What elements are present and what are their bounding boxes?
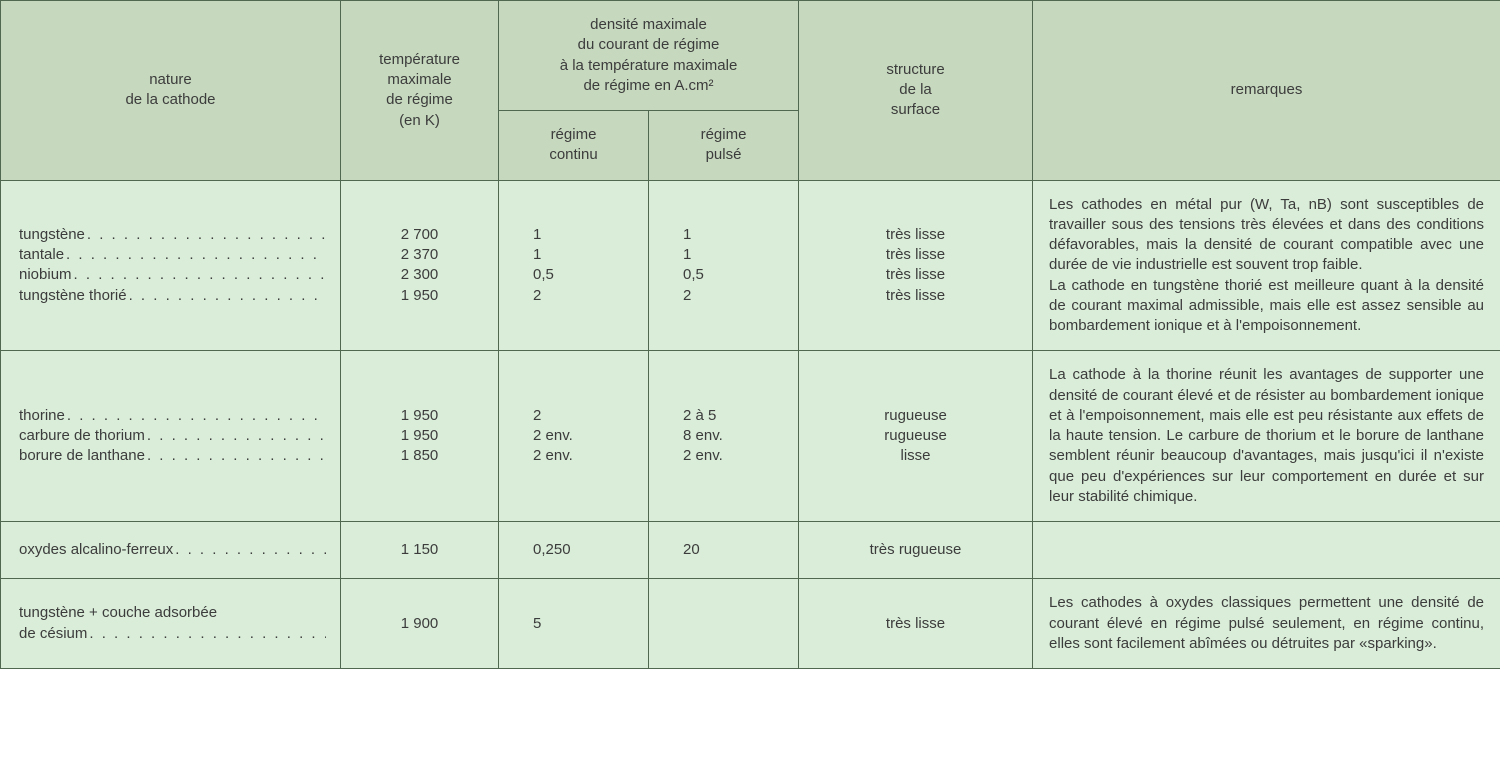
cell-structure: rugueuserugueuselisse xyxy=(799,351,1033,522)
table-row: tungstène + couche adsorbéede césium . .… xyxy=(1,579,1500,669)
cell-regime-continu: 5 xyxy=(499,579,649,669)
cell-structure: très lisse xyxy=(799,579,1033,669)
header-regime-pulse: régimepulsé xyxy=(649,111,799,181)
cell-remarques: La cathode à la thorine réunit les avant… xyxy=(1033,351,1500,522)
cathode-table: naturede la cathode températuremaximaled… xyxy=(0,0,1500,669)
cell-regime-continu: 110,52 xyxy=(499,180,649,351)
cell-regime-pulse: 110,52 xyxy=(649,180,799,351)
header-structure: structurede lasurface xyxy=(799,1,1033,181)
cell-nature: thorine . . . . . . . . . . . . . . . . … xyxy=(1,351,341,522)
table-row: tungstène . . . . . . . . . . . . . . . … xyxy=(1,180,1500,351)
header-densite: densité maximaledu courant de régimeà la… xyxy=(499,1,799,111)
header-temp: températuremaximalede régime(en K) xyxy=(341,1,499,181)
table-row: oxydes alcalino-ferreux . . . . . . . . … xyxy=(1,522,1500,579)
cell-temp: 1 150 xyxy=(341,522,499,579)
cell-nature: tungstène + couche adsorbéede césium . .… xyxy=(1,579,341,669)
cell-regime-pulse: 2 à 58 env.2 env. xyxy=(649,351,799,522)
cell-temp: 1 900 xyxy=(341,579,499,669)
cell-temp: 1 9501 9501 850 xyxy=(341,351,499,522)
cell-regime-continu: 22 env.2 env. xyxy=(499,351,649,522)
cell-remarques: Les cathodes à oxydes classiques permett… xyxy=(1033,579,1500,669)
header-nature: naturede la cathode xyxy=(1,1,341,181)
cell-nature: oxydes alcalino-ferreux . . . . . . . . … xyxy=(1,522,341,579)
header-row-1: naturede la cathode températuremaximaled… xyxy=(1,1,1500,111)
cell-remarques xyxy=(1033,522,1500,579)
cell-structure: très lissetrès lissetrès lissetrès lisse xyxy=(799,180,1033,351)
cell-regime-pulse: 20 xyxy=(649,522,799,579)
cell-structure: très rugueuse xyxy=(799,522,1033,579)
cell-remarques: Les cathodes en métal pur (W, Ta, nB) so… xyxy=(1033,180,1500,351)
table-row: thorine . . . . . . . . . . . . . . . . … xyxy=(1,351,1500,522)
header-remarques: remarques xyxy=(1033,1,1500,181)
cell-temp: 2 7002 3702 3001 950 xyxy=(341,180,499,351)
cell-regime-continu: 0,250 xyxy=(499,522,649,579)
cell-regime-pulse xyxy=(649,579,799,669)
header-regime-continu: régimecontinu xyxy=(499,111,649,181)
cell-nature: tungstène . . . . . . . . . . . . . . . … xyxy=(1,180,341,351)
